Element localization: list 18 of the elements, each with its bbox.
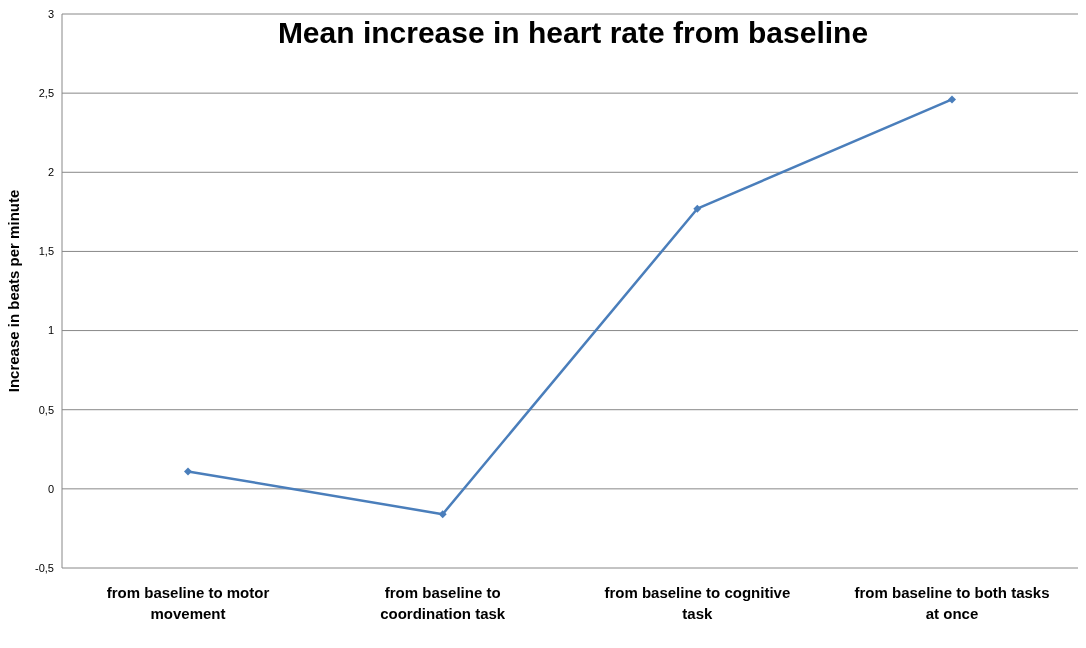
y-tick-label: 0,5: [38, 403, 54, 416]
chart-title: Mean increase in heart rate from baseline: [276, 16, 870, 50]
x-tick-label: from baseline to motor movement: [106, 584, 270, 622]
y-tick-label: 1: [47, 324, 54, 337]
y-tick-label: 2: [47, 166, 54, 179]
point: [438, 510, 447, 519]
y-tick-label: 2,5: [38, 87, 54, 100]
point: [693, 204, 702, 213]
y-tick-label: -0,5: [35, 561, 54, 574]
point: [184, 467, 192, 476]
y-tick-label: 3: [47, 7, 54, 20]
y-tick-label: 1,5: [38, 245, 54, 258]
point: [948, 95, 956, 104]
x-tick-label: from baseline to cognitive task: [604, 584, 791, 622]
y-tick-label: 0: [47, 482, 54, 495]
y-axis-title: Increase in beats per minute: [5, 189, 23, 393]
x-tick-label: from baseline to coordination task: [380, 584, 506, 622]
x-tick-label: from baseline to both tasks at once: [854, 584, 1050, 622]
